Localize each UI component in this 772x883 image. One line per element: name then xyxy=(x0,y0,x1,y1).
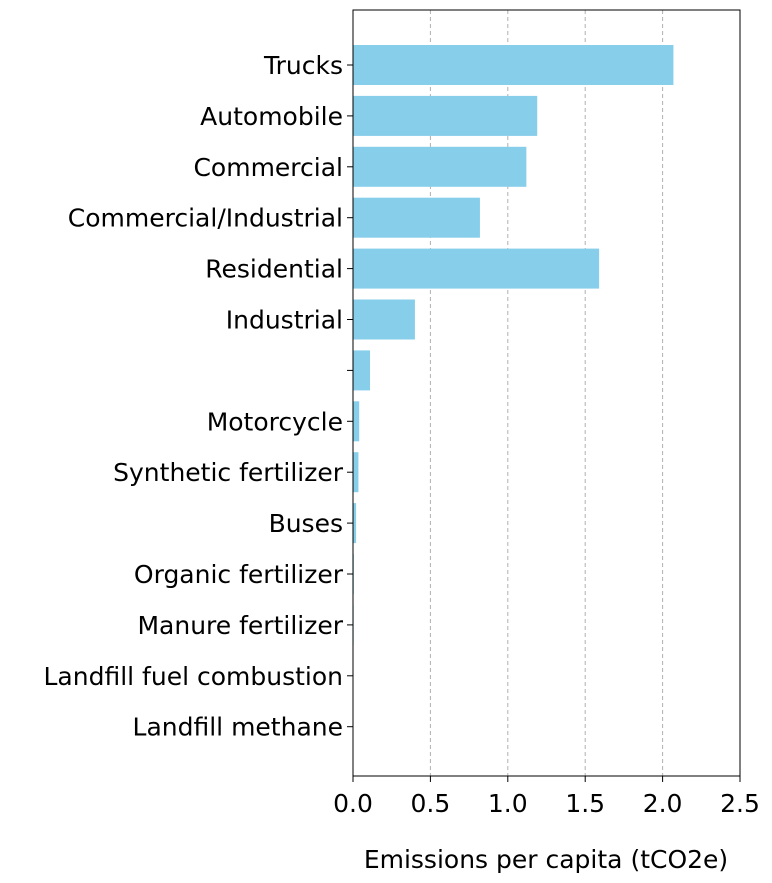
bar xyxy=(353,452,359,493)
bars xyxy=(353,45,674,747)
bar xyxy=(353,197,480,238)
y-tick-label: Residential xyxy=(205,255,343,284)
bar xyxy=(353,248,600,289)
y-tick-label: Manure fertilizer xyxy=(137,611,343,640)
grid-lines xyxy=(429,10,664,776)
x-tick-label: 0.0 xyxy=(333,789,373,818)
bar xyxy=(353,350,371,391)
x-tick-label: 0.5 xyxy=(411,789,451,818)
y-axis-ticks: Trucks Automobile Commercial Commercial/Ind… xyxy=(44,51,353,742)
x-tick-label: 2.5 xyxy=(720,789,760,818)
x-axis-ticks: 0.0 0.5 1.0 1.5 2.0 2.5 xyxy=(333,776,760,818)
y-tick-label: Trucks xyxy=(263,51,343,80)
y-tick-label: Automobile xyxy=(200,102,343,131)
y-tick-label: Buses xyxy=(269,509,343,538)
y-tick-label: Synthetic fertilizer xyxy=(113,458,344,487)
y-tick-label: Commercial xyxy=(193,153,343,182)
y-tick-label: Industrial xyxy=(226,306,343,335)
bar xyxy=(353,146,527,187)
x-tick-label: 2.0 xyxy=(643,789,683,818)
y-tick-label: Commercial/Industrial xyxy=(68,204,343,233)
bar xyxy=(353,95,538,136)
bar xyxy=(353,299,415,340)
bar xyxy=(353,45,674,85)
x-tick-label: 1.5 xyxy=(565,789,605,818)
x-tick-label: 1.0 xyxy=(488,789,528,818)
x-axis-title: Emissions per capita (tCO2e) xyxy=(364,845,728,874)
bar xyxy=(353,503,357,544)
y-tick-label: Landfill methane xyxy=(133,713,343,742)
y-tick-label: Organic fertilizer xyxy=(134,560,344,589)
y-tick-label: Motorcycle xyxy=(207,407,343,436)
y-tick-label: Landfill fuel combustion xyxy=(44,662,344,691)
plot-frame xyxy=(352,9,741,777)
bar xyxy=(353,401,360,442)
